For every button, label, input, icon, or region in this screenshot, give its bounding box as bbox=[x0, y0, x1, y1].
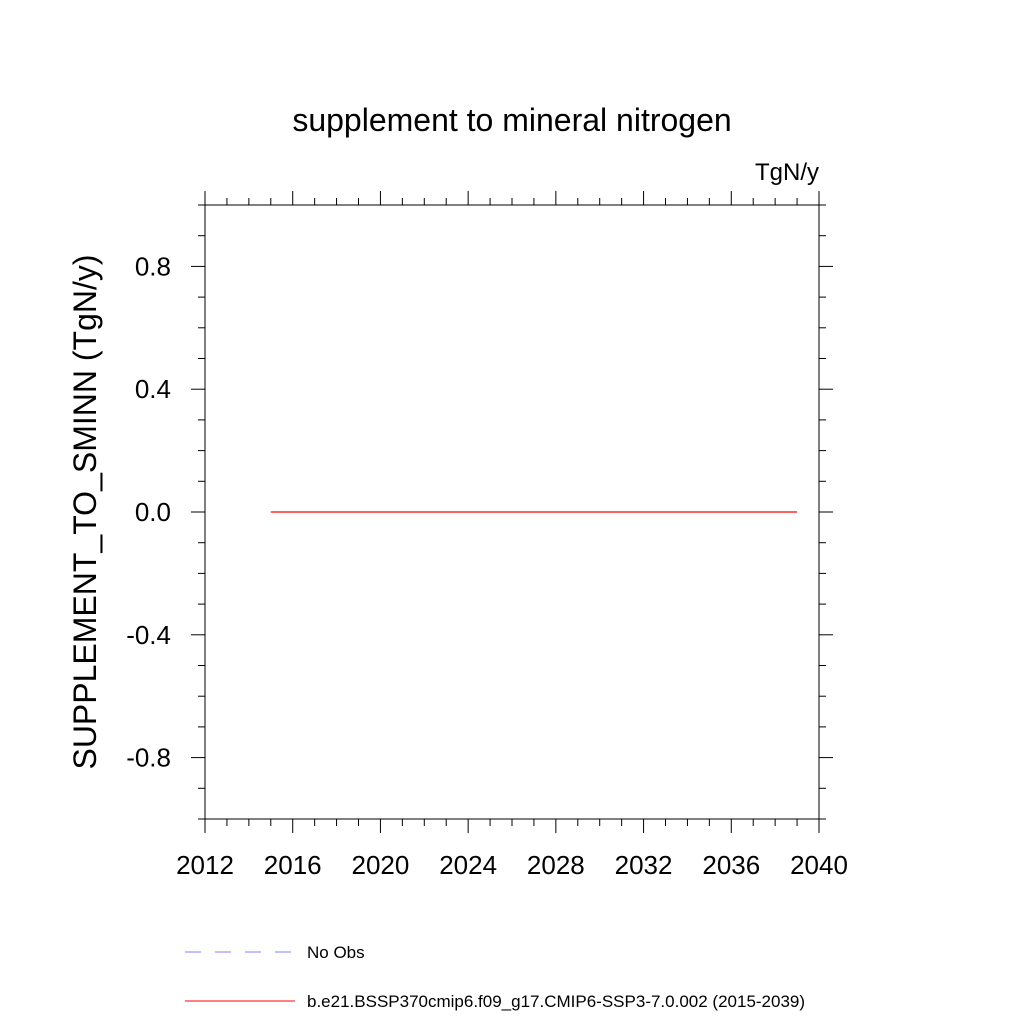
y-tick-label: 0.0 bbox=[135, 497, 171, 527]
x-tick-label: 2040 bbox=[790, 850, 848, 880]
legend: No Obs b.e21.BSSP370cmip6.f09_g17.CMIP6-S… bbox=[185, 943, 805, 1011]
legend-label: No Obs bbox=[307, 943, 365, 962]
x-tick-label: 2028 bbox=[527, 850, 585, 880]
y-tick-label: -0.8 bbox=[126, 743, 171, 773]
y-tick-label: -0.4 bbox=[126, 620, 171, 650]
x-tick-label: 2036 bbox=[702, 850, 760, 880]
x-tick-label: 2012 bbox=[176, 850, 234, 880]
x-tick-label: 2032 bbox=[615, 850, 673, 880]
units-label: TgN/y bbox=[755, 159, 819, 186]
x-tick-label: 2024 bbox=[439, 850, 497, 880]
x-tick-label: 2020 bbox=[352, 850, 410, 880]
y-tick-label: 0.8 bbox=[135, 251, 171, 281]
x-tick-label: 2016 bbox=[264, 850, 322, 880]
y-tick-label: 0.4 bbox=[135, 374, 171, 404]
axis-ticks bbox=[191, 191, 833, 833]
y-axis-label: SUPPLEMENT_TO_SMINN (TgN/y) bbox=[67, 254, 103, 769]
legend-label: b.e21.BSSP370cmip6.f09_g17.CMIP6-SSP3-7.… bbox=[307, 992, 805, 1011]
chart-title: supplement to mineral nitrogen bbox=[292, 102, 731, 138]
axis-tick-labels: 2012 2016 2020 2024 2028 2032 2036 2040 -0.8 -0.4… bbox=[126, 251, 848, 880]
